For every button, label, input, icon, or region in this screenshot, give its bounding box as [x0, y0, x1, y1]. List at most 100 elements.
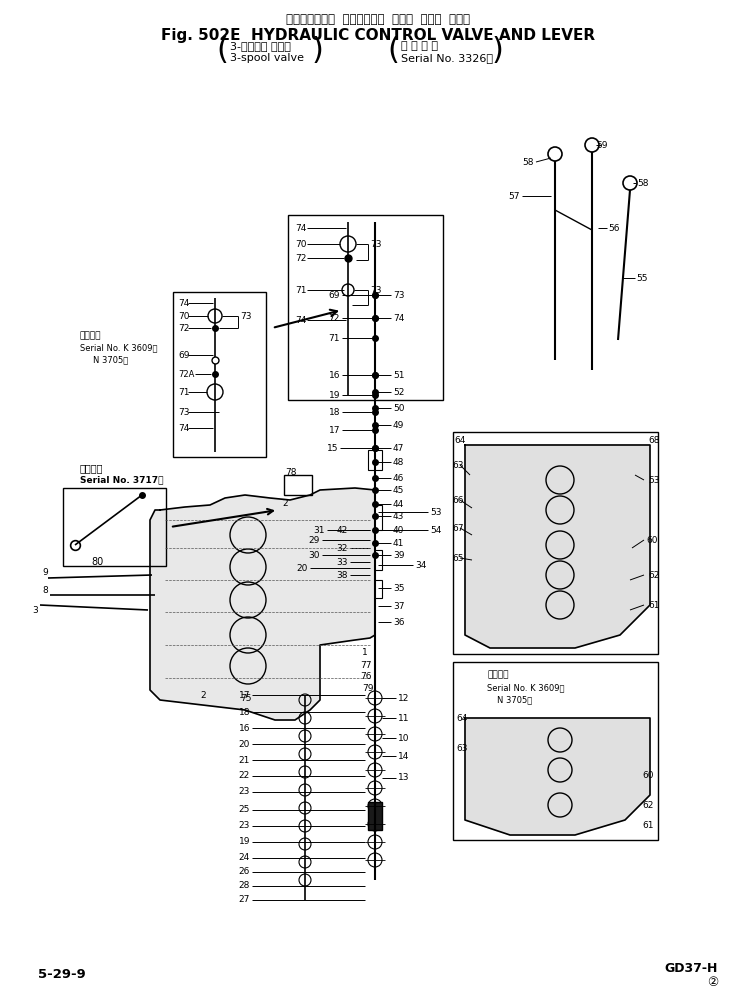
Text: Serial No. K 3609－: Serial No. K 3609－: [80, 344, 157, 353]
Text: 74: 74: [178, 298, 189, 308]
Text: 41: 41: [393, 539, 404, 548]
Text: 61: 61: [642, 820, 653, 829]
Text: 14: 14: [398, 752, 410, 761]
Text: 71: 71: [329, 334, 340, 343]
Text: 62: 62: [648, 571, 659, 580]
Text: 47: 47: [393, 443, 404, 452]
Text: 2: 2: [282, 498, 287, 508]
Text: N 3705－: N 3705－: [93, 356, 129, 365]
Text: 35: 35: [393, 584, 404, 593]
Text: 10: 10: [398, 734, 410, 743]
Text: 74: 74: [295, 316, 306, 325]
Text: 65: 65: [452, 554, 463, 563]
Text: 適用け機: 適用け機: [80, 332, 101, 341]
Text: ): ): [491, 35, 503, 64]
Text: 31: 31: [314, 526, 325, 535]
Text: 12: 12: [398, 693, 410, 702]
Bar: [368, 580, 382, 598]
Text: 16: 16: [238, 724, 250, 733]
Text: 58: 58: [637, 179, 649, 188]
Text: 66: 66: [452, 495, 463, 505]
Text: 24: 24: [239, 853, 250, 862]
Text: 8: 8: [42, 586, 48, 595]
Text: 80: 80: [92, 557, 104, 567]
Text: 16: 16: [329, 371, 340, 380]
Text: 15: 15: [327, 443, 338, 452]
Text: 34: 34: [415, 561, 426, 570]
Text: 50: 50: [393, 403, 404, 412]
Text: 29: 29: [308, 536, 320, 545]
Text: 18: 18: [238, 708, 250, 717]
Text: 17: 17: [329, 425, 340, 434]
Text: 72: 72: [295, 253, 306, 262]
Text: 73: 73: [178, 407, 190, 416]
Text: 60: 60: [642, 771, 653, 780]
Text: 22: 22: [239, 772, 250, 781]
Bar: [288, 215, 443, 400]
Text: 32: 32: [336, 544, 348, 553]
Text: 36: 36: [393, 617, 404, 626]
Text: ②: ②: [707, 977, 718, 990]
Text: 73: 73: [370, 239, 382, 248]
Text: 72: 72: [178, 324, 189, 333]
Bar: [173, 292, 266, 457]
Text: 74: 74: [178, 423, 189, 432]
Text: 19: 19: [238, 837, 250, 846]
Text: Serial No. 3717～: Serial No. 3717～: [80, 475, 163, 484]
Text: 適用号機: 適用号機: [80, 463, 104, 473]
Text: 13: 13: [398, 774, 410, 783]
Text: 適用号機: 適用号機: [487, 670, 509, 679]
Text: 23: 23: [239, 788, 250, 797]
Text: 69: 69: [329, 290, 340, 299]
Bar: [368, 450, 382, 470]
Text: 76: 76: [360, 671, 371, 680]
Text: 38: 38: [336, 571, 348, 580]
Text: (: (: [216, 35, 228, 64]
Text: 27: 27: [239, 895, 250, 904]
Text: 73: 73: [240, 312, 252, 321]
Bar: [63, 488, 166, 566]
Text: 9: 9: [42, 568, 48, 577]
Text: 79: 79: [362, 683, 373, 692]
Bar: [453, 662, 658, 840]
Text: 57: 57: [509, 192, 520, 201]
Text: 33: 33: [336, 558, 348, 567]
Text: 20: 20: [296, 564, 308, 573]
Polygon shape: [465, 445, 650, 648]
Text: N 3705－: N 3705－: [497, 695, 532, 705]
Text: ): ): [312, 35, 324, 64]
Bar: [368, 550, 382, 570]
Text: 67: 67: [452, 524, 463, 533]
Text: 72A: 72A: [178, 370, 194, 379]
Bar: [368, 802, 382, 830]
Text: 70: 70: [178, 312, 190, 321]
Text: 60: 60: [646, 536, 658, 545]
Text: 37: 37: [393, 602, 404, 610]
Text: 53: 53: [430, 508, 442, 517]
Text: 11: 11: [398, 714, 410, 723]
Text: Fig. 502E  HYDRAULIC CONTROL VALVE AND LEVER: Fig. 502E HYDRAULIC CONTROL VALVE AND LE…: [161, 28, 595, 43]
Text: 適 用 号 機: 適 用 号 機: [401, 41, 438, 51]
Polygon shape: [150, 488, 375, 720]
Bar: [284, 475, 312, 495]
Text: 30: 30: [308, 551, 320, 560]
Bar: [368, 505, 382, 530]
Text: (: (: [387, 35, 399, 64]
Text: 40: 40: [393, 526, 404, 535]
Text: 63: 63: [456, 744, 467, 753]
Text: 75: 75: [240, 693, 252, 702]
Text: 54: 54: [430, 526, 442, 535]
Text: 46: 46: [393, 473, 404, 482]
Text: 64: 64: [456, 714, 467, 723]
Text: 19: 19: [329, 391, 340, 400]
Text: ハイドロリック  コントロール  バルブ  および  レバー: ハイドロリック コントロール バルブ および レバー: [286, 13, 470, 26]
Text: 3: 3: [32, 605, 38, 614]
Text: 28: 28: [239, 881, 250, 890]
Text: 25: 25: [239, 805, 250, 814]
Text: 56: 56: [608, 223, 619, 232]
Text: 77: 77: [360, 660, 371, 669]
Text: 5-29-9: 5-29-9: [38, 969, 85, 982]
Text: 70: 70: [295, 239, 306, 248]
Text: 62: 62: [642, 801, 653, 809]
Text: 74: 74: [295, 223, 306, 232]
